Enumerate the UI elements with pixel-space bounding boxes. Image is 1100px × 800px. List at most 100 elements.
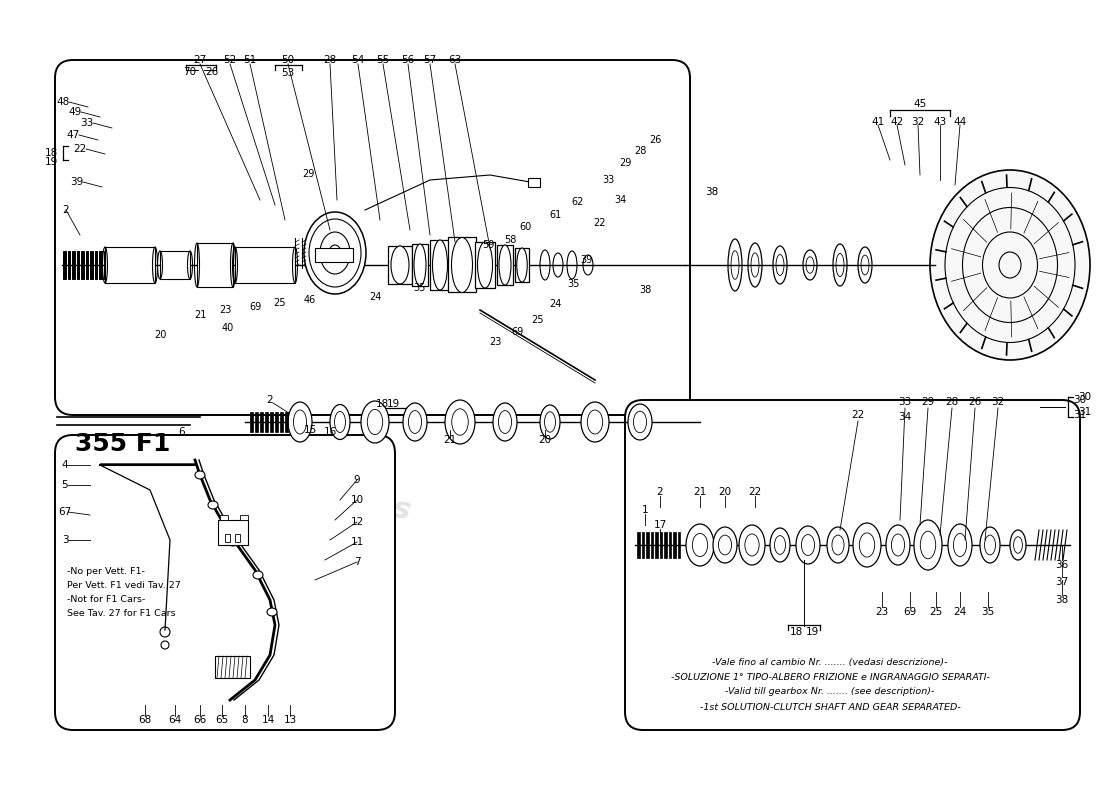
- Text: 35: 35: [414, 283, 426, 293]
- Text: 66: 66: [194, 715, 207, 725]
- Bar: [285, 412, 288, 432]
- Ellipse shape: [980, 527, 1000, 563]
- Text: 70: 70: [184, 67, 197, 77]
- Text: 45: 45: [913, 99, 926, 109]
- Text: 68: 68: [139, 715, 152, 725]
- Bar: [280, 412, 283, 432]
- Text: 21: 21: [443, 435, 456, 445]
- Bar: [86, 251, 88, 279]
- Bar: [678, 532, 680, 558]
- Ellipse shape: [581, 402, 609, 442]
- Bar: [255, 412, 258, 432]
- Text: 69: 69: [903, 607, 916, 617]
- Text: -SOLUZIONE 1° TIPO-ALBERO FRIZIONE e INGRANAGGIO SEPARATI-: -SOLUZIONE 1° TIPO-ALBERO FRIZIONE e ING…: [671, 673, 989, 682]
- Bar: [90, 251, 92, 279]
- Text: 12: 12: [351, 517, 364, 527]
- Bar: [250, 412, 253, 432]
- Text: 19: 19: [386, 399, 399, 409]
- Ellipse shape: [858, 247, 872, 283]
- Bar: [67, 251, 70, 279]
- Text: See Tav. 27 for F1 Cars: See Tav. 27 for F1 Cars: [67, 610, 176, 618]
- Text: 32: 32: [912, 117, 925, 127]
- Text: 48: 48: [56, 97, 69, 107]
- Text: 23: 23: [219, 305, 231, 315]
- Text: 32: 32: [991, 397, 1004, 407]
- Text: 24: 24: [549, 299, 561, 309]
- Text: 50: 50: [282, 55, 295, 65]
- Ellipse shape: [713, 527, 737, 563]
- Ellipse shape: [930, 170, 1090, 360]
- Text: 43: 43: [934, 117, 947, 127]
- Text: 49: 49: [68, 107, 81, 117]
- Ellipse shape: [686, 524, 714, 566]
- Text: 21: 21: [693, 487, 706, 497]
- Bar: [260, 412, 263, 432]
- Bar: [388, 246, 412, 284]
- Text: 24: 24: [368, 292, 382, 302]
- Text: 54: 54: [351, 55, 364, 65]
- Text: 22: 22: [74, 144, 87, 154]
- Text: 23: 23: [876, 607, 889, 617]
- Text: 8: 8: [242, 715, 249, 725]
- Text: 26: 26: [649, 135, 661, 145]
- Ellipse shape: [208, 501, 218, 509]
- Bar: [72, 251, 75, 279]
- Text: 61: 61: [549, 210, 561, 220]
- Ellipse shape: [739, 525, 764, 565]
- Ellipse shape: [267, 608, 277, 616]
- FancyBboxPatch shape: [625, 400, 1080, 730]
- Text: 33: 33: [80, 118, 94, 128]
- Text: 33: 33: [602, 175, 614, 185]
- Text: 11: 11: [351, 537, 364, 547]
- Bar: [63, 251, 66, 279]
- Ellipse shape: [914, 520, 942, 570]
- Text: 4: 4: [62, 460, 68, 470]
- Text: 21: 21: [194, 310, 206, 320]
- Ellipse shape: [330, 405, 350, 439]
- Ellipse shape: [432, 240, 448, 290]
- Bar: [515, 248, 529, 282]
- Text: 29: 29: [922, 397, 935, 407]
- Bar: [218, 520, 248, 545]
- FancyBboxPatch shape: [55, 60, 690, 415]
- Bar: [660, 532, 662, 558]
- Bar: [104, 247, 155, 283]
- Text: 25: 25: [930, 607, 943, 617]
- Bar: [265, 412, 268, 432]
- Text: 36: 36: [1055, 560, 1068, 570]
- Bar: [275, 412, 278, 432]
- Text: 22: 22: [748, 487, 761, 497]
- Bar: [669, 532, 671, 558]
- FancyBboxPatch shape: [55, 435, 395, 730]
- Ellipse shape: [628, 404, 652, 440]
- Bar: [315, 248, 353, 262]
- Ellipse shape: [540, 405, 560, 439]
- Bar: [664, 532, 667, 558]
- Ellipse shape: [748, 243, 762, 287]
- Ellipse shape: [288, 402, 312, 442]
- Text: 53: 53: [282, 68, 295, 78]
- Text: 14: 14: [262, 715, 275, 725]
- Text: Per Vett. F1 vedi Tav. 27: Per Vett. F1 vedi Tav. 27: [67, 582, 180, 590]
- Text: 24: 24: [954, 607, 967, 617]
- Text: 58: 58: [504, 235, 516, 245]
- Text: 67: 67: [58, 507, 72, 517]
- Text: 38: 38: [1055, 595, 1068, 605]
- Bar: [95, 251, 97, 279]
- Ellipse shape: [446, 400, 475, 444]
- Ellipse shape: [517, 248, 527, 282]
- Text: autospartes: autospartes: [206, 454, 415, 526]
- Text: 34: 34: [614, 195, 626, 205]
- Text: -1st SOLUTION-CLUTCH SHAFT AND GEAR SEPARATED-: -1st SOLUTION-CLUTCH SHAFT AND GEAR SEPA…: [700, 702, 960, 711]
- Bar: [103, 251, 106, 279]
- Bar: [77, 251, 79, 279]
- Text: 38: 38: [705, 187, 718, 197]
- Text: 30: 30: [1074, 395, 1087, 405]
- Text: -No per Vett. F1-: -No per Vett. F1-: [67, 567, 145, 577]
- Bar: [81, 251, 84, 279]
- Text: -Not for F1 Cars-: -Not for F1 Cars-: [67, 595, 145, 605]
- Text: 57: 57: [424, 55, 437, 65]
- Ellipse shape: [770, 528, 790, 562]
- Text: 46: 46: [304, 295, 316, 305]
- Bar: [235, 534, 240, 542]
